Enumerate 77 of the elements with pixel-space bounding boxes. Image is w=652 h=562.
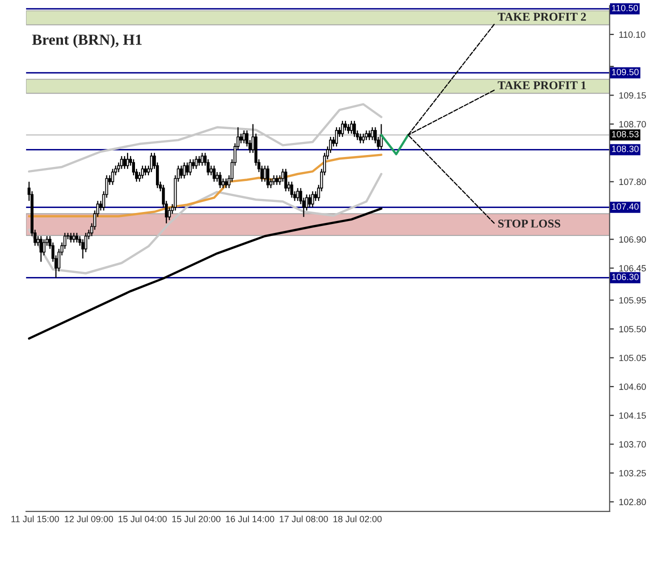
candlestick (120, 156, 124, 170)
candlestick (216, 172, 219, 182)
candlestick (314, 190, 318, 202)
candlestick (75, 232, 78, 244)
ref-line-label: 107.40 (612, 203, 639, 210)
candlestick (42, 238, 46, 256)
band-label: TAKE PROFIT 1 (498, 81, 586, 90)
candlestick (266, 165, 270, 189)
ref-line-label: 108.53 (612, 130, 639, 138)
y-tick-label: 105.05 (619, 354, 646, 362)
candlestick (126, 152, 130, 170)
line-series (28, 154, 382, 218)
y-tick-label: 107.80 (619, 178, 646, 186)
candlestick (40, 236, 42, 262)
candlestick (308, 194, 312, 208)
line-series (28, 172, 382, 274)
x-tick-label: 15 Jul 20:00 (172, 516, 220, 522)
ref-line-label: 109.50 (612, 68, 639, 76)
candlestick (364, 130, 368, 141)
candlestick (272, 174, 276, 186)
y-tick-label: 103.25 (619, 470, 646, 476)
x-tick-label: 11 Jul 15:00 (11, 516, 59, 522)
candlestick (69, 232, 72, 244)
y-tick-label: 104.60 (619, 384, 646, 390)
x-tick-label: 16 Jul 14:00 (226, 516, 274, 522)
y-tick-label: 109.15 (619, 92, 646, 99)
y-tick-label: 110.10 (619, 31, 646, 38)
line-series (28, 207, 382, 340)
candlestick (240, 133, 242, 144)
candlestick (168, 206, 171, 221)
candlestick (200, 152, 204, 166)
candlestick (198, 156, 201, 166)
candlestick (222, 178, 225, 189)
text: Brent (BRN), H1 (32, 34, 142, 48)
candlestick (242, 130, 246, 144)
candlestick (344, 120, 347, 132)
x-tick-label: 15 Jul 04:00 (118, 516, 167, 522)
candlestick (341, 120, 344, 138)
candlestick (150, 152, 153, 173)
candlestick (212, 165, 216, 182)
ref-line-label: 110.50 (612, 4, 638, 12)
candlestick (370, 126, 374, 141)
band-label: TAKE PROFIT 2 (498, 12, 586, 21)
y-tick-label: 102.80 (619, 498, 646, 506)
ref-line-label: 108.30 (612, 146, 639, 152)
candlestick (358, 133, 362, 144)
x-tick-label: 17 Jul 08:00 (280, 516, 328, 522)
candlestick (144, 165, 147, 176)
y-tick-label: 106.90 (619, 236, 646, 243)
y-tick-label: 105.95 (619, 297, 646, 304)
candlestick (311, 190, 314, 208)
y-tick-label: 103.70 (619, 441, 646, 448)
candlestick (123, 156, 126, 170)
candlestick (218, 172, 222, 189)
candlestick (111, 168, 114, 186)
candlestick (263, 165, 266, 182)
candlestick (350, 120, 353, 134)
candlestick (210, 165, 213, 176)
y-tick-label: 104.15 (619, 412, 646, 419)
candlestick (346, 124, 350, 134)
candlestick (296, 188, 300, 202)
candlestick (368, 130, 371, 141)
candlestick (224, 178, 228, 189)
candlestick (362, 133, 365, 144)
candlestick (72, 232, 76, 244)
candlestick (335, 126, 338, 148)
x-tick-label: 18 Jul 02:00 (333, 516, 382, 522)
x-tick-label: 12 Jul 09:00 (64, 516, 114, 522)
y-tick-label: 106.45 (619, 265, 646, 272)
ref-line-label: 106.30 (612, 274, 639, 280)
y-tick-label: 105.50 (619, 326, 646, 332)
y-tick-label: 108.70 (619, 121, 646, 128)
candlestick (141, 165, 144, 180)
band-label: STOP LOSS (498, 220, 560, 228)
candlestick (180, 165, 183, 180)
candlestick (275, 174, 278, 186)
candlestick (352, 120, 356, 138)
